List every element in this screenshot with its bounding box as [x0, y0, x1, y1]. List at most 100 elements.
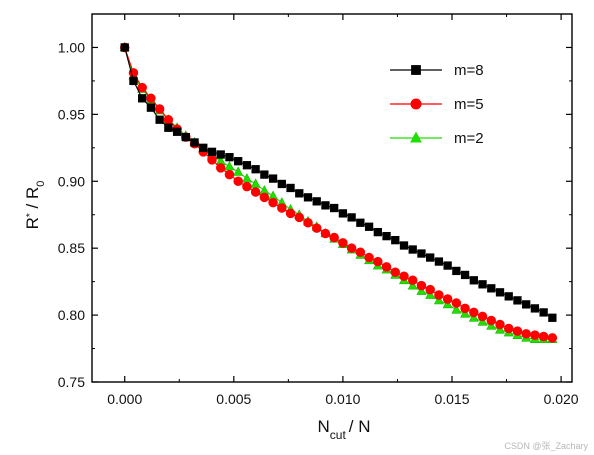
data-point: [486, 315, 497, 326]
data-point: [442, 294, 453, 304]
data-point: [425, 284, 435, 295]
data-point: [452, 266, 461, 276]
legend-label: m=8: [454, 62, 484, 79]
data-point: [338, 209, 348, 218]
data-point: [303, 193, 313, 202]
data-point: [286, 183, 295, 193]
data-point: [303, 218, 313, 228]
data-point: [434, 290, 444, 300]
data-point: [207, 147, 217, 156]
data-point: [390, 267, 401, 278]
data-point: [522, 300, 531, 309]
data-point: [521, 329, 531, 339]
data-point: [154, 104, 165, 114]
y-tick-label: 1.00: [58, 39, 85, 55]
data-point: [224, 169, 235, 180]
legend-item-m-8: m=8: [390, 62, 484, 79]
data-point: [548, 313, 557, 322]
data-point: [190, 138, 199, 147]
series-m-2: [119, 41, 558, 344]
data-point: [250, 178, 261, 188]
data-point: [260, 170, 269, 179]
data-point: [250, 187, 261, 197]
data-point: [268, 197, 278, 208]
data-point: [311, 223, 322, 233]
data-point: [487, 284, 496, 293]
data-point: [547, 333, 558, 343]
data-point: [146, 103, 156, 112]
data-point: [364, 252, 374, 263]
data-point: [530, 330, 540, 340]
data-point: [460, 270, 470, 280]
y-tick-label: 0.85: [58, 240, 85, 256]
data-point: [199, 143, 208, 152]
data-point: [478, 280, 487, 289]
x-tick-label: 0.010: [325, 391, 360, 407]
data-point: [277, 179, 286, 189]
data-point: [373, 256, 383, 267]
data-point: [233, 176, 243, 187]
data-point: [321, 201, 330, 210]
legend-marker: [411, 65, 421, 75]
plot-frame: [91, 13, 573, 383]
data-point: [373, 227, 382, 237]
data-point: [460, 303, 470, 314]
data-point: [234, 157, 243, 166]
data-point: [164, 123, 173, 132]
data-point: [285, 208, 296, 219]
series-line: [124, 47, 553, 339]
data-point: [251, 165, 260, 174]
data-point: [451, 298, 462, 308]
data-point: [155, 115, 164, 124]
data-point: [364, 222, 374, 231]
data-point: [382, 231, 391, 241]
data-point: [530, 304, 540, 313]
data-point: [469, 276, 478, 285]
data-point: [312, 197, 321, 206]
data-point: [338, 238, 348, 248]
data-point: [391, 236, 400, 245]
watermark: CSDN @张_Zachary: [504, 441, 588, 451]
data-point: [538, 331, 549, 342]
data-point: [259, 192, 270, 203]
data-point: [120, 43, 129, 52]
data-point: [129, 76, 138, 86]
data-point: [294, 212, 305, 223]
data-point: [495, 288, 505, 297]
legend-label: m=2: [454, 130, 484, 147]
data-point: [539, 308, 548, 317]
data-point: [381, 262, 392, 272]
data-point: [241, 173, 252, 183]
data-point: [355, 247, 366, 257]
data-point: [356, 218, 365, 227]
data-point: [495, 319, 505, 330]
data-point: [399, 271, 409, 282]
legend-item-m-2: m=2: [390, 130, 484, 147]
y-tick-label: 0.90: [58, 173, 85, 189]
y-tick-label: 0.75: [58, 374, 85, 390]
data-point: [469, 307, 479, 318]
x-tick-label: 0.015: [434, 391, 469, 407]
data-point: [138, 94, 147, 103]
data-point: [268, 174, 278, 183]
series-line: [124, 47, 553, 319]
data-point: [408, 245, 417, 254]
data-point: [426, 253, 435, 262]
data-point: [443, 261, 452, 270]
data-point: [181, 132, 190, 142]
data-point: [295, 189, 304, 198]
legend: m=8 m=5 m=2: [390, 62, 484, 147]
data-point: [172, 127, 182, 136]
x-tick-label: 0.020: [544, 391, 579, 407]
data-point: [504, 292, 513, 301]
series-line: [124, 47, 553, 340]
data-point: [477, 311, 488, 322]
plot-area: [119, 41, 558, 344]
data-point: [320, 228, 331, 239]
data-point: [242, 181, 252, 192]
x-tick-label: 0.005: [216, 391, 251, 407]
y-tick-label: 0.95: [58, 106, 85, 122]
data-point: [224, 161, 235, 171]
data-point: [330, 203, 339, 213]
